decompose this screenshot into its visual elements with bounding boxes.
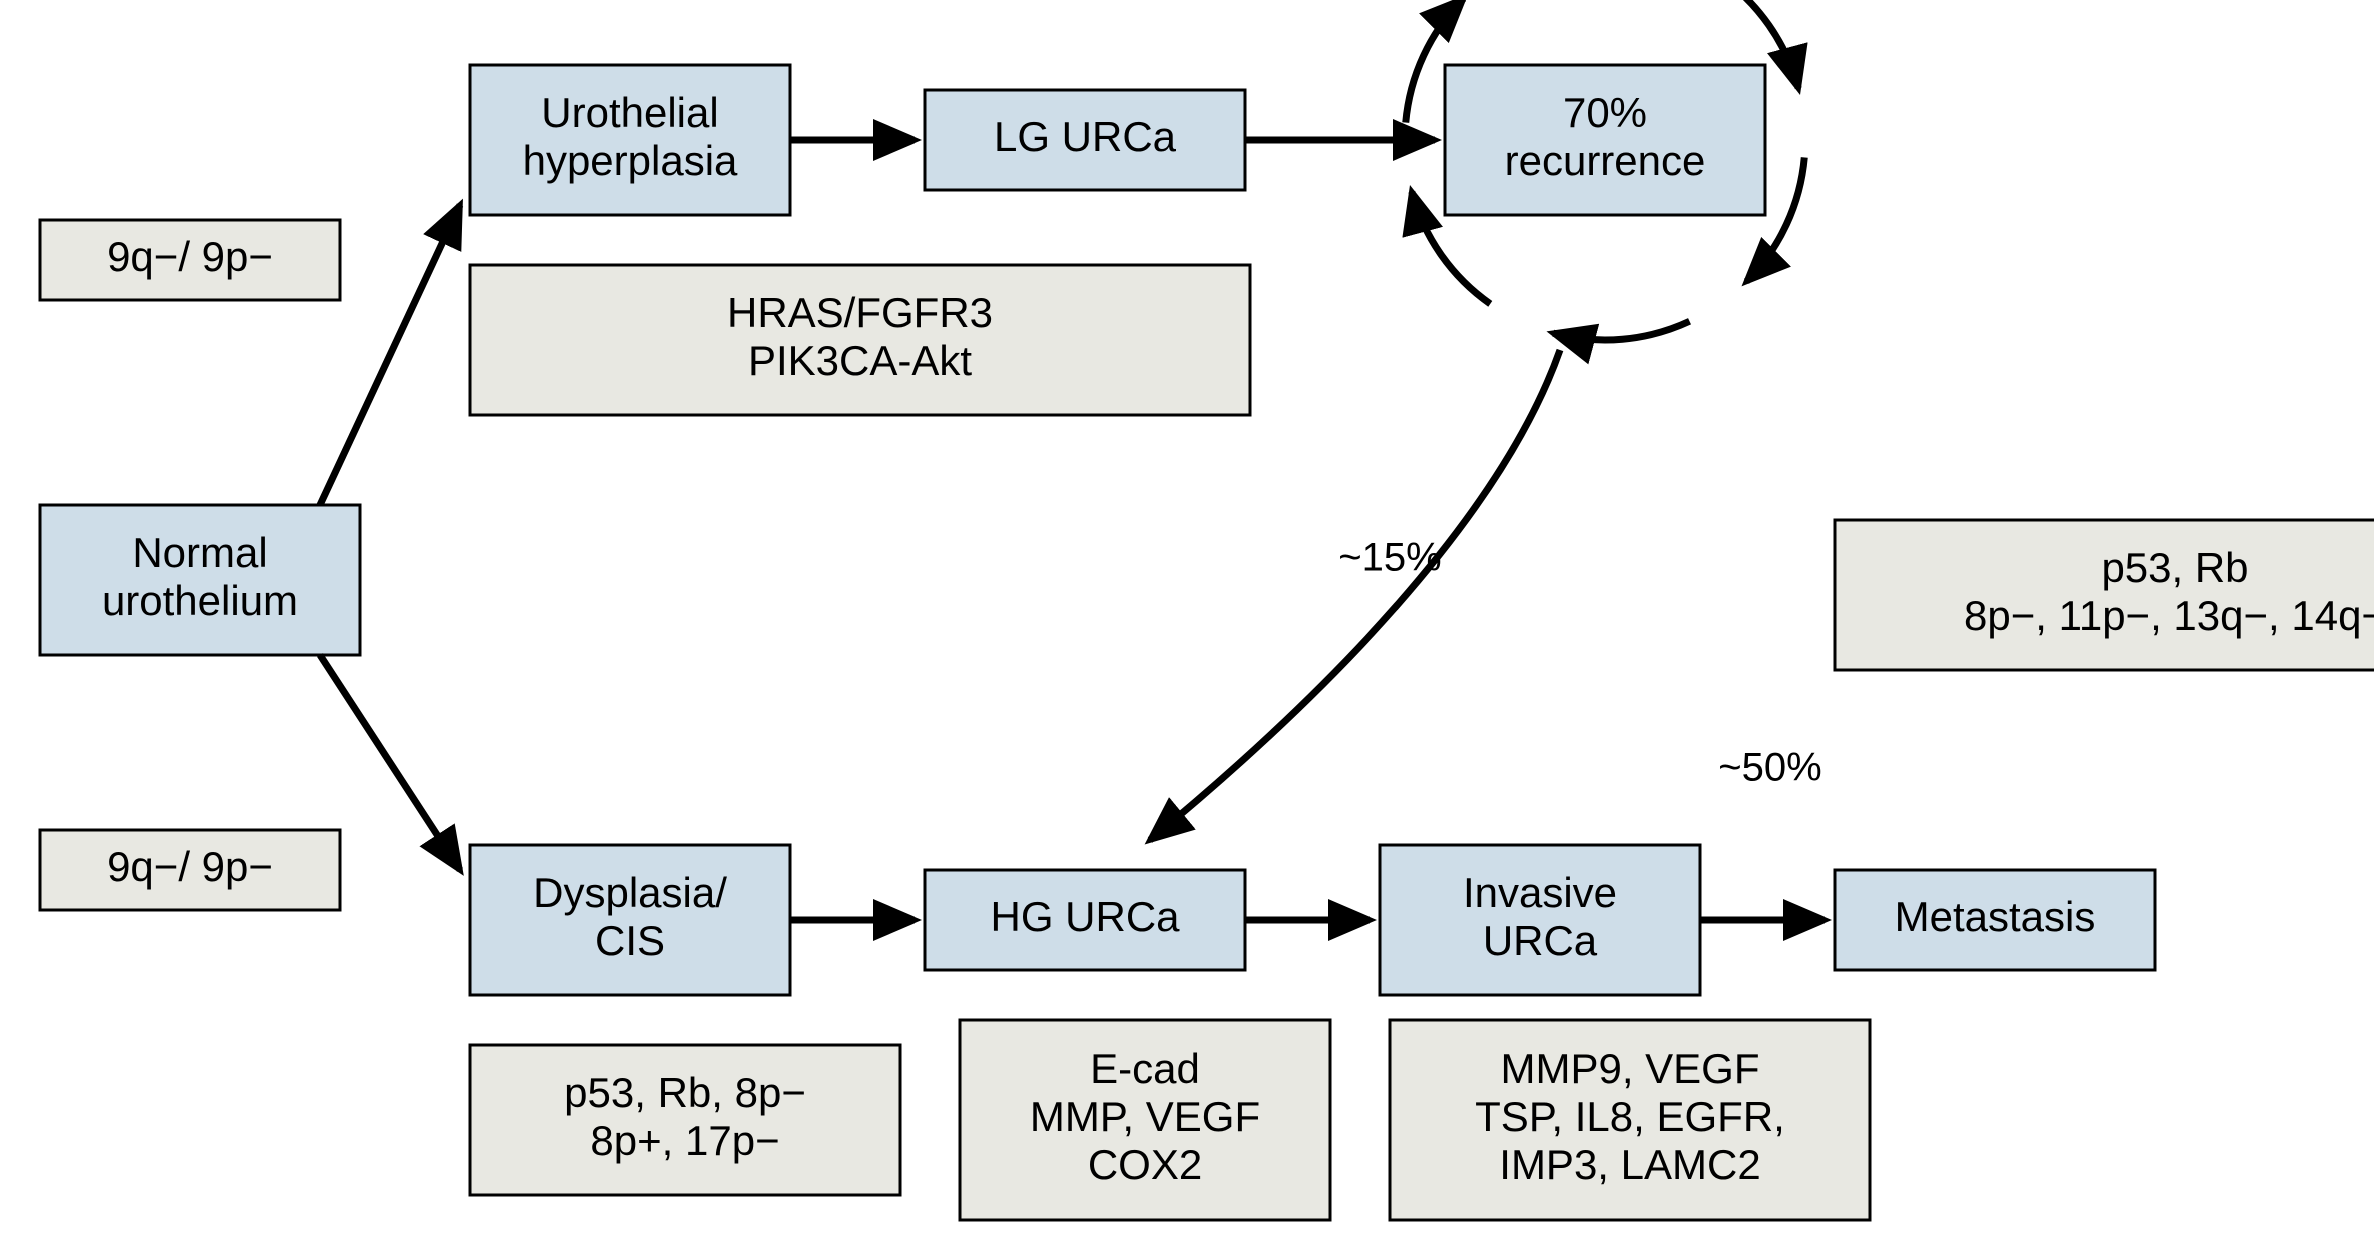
label-chr_lower-0: 9q−/ 9p− bbox=[107, 843, 273, 890]
label-normal-1: urothelium bbox=[102, 577, 298, 624]
label-p53rb-0: p53, Rb bbox=[2101, 544, 2248, 591]
label-recurrence-1: recurrence bbox=[1505, 137, 1706, 184]
label-mmp9-1: TSP, IL8, EGFR, bbox=[1475, 1093, 1785, 1140]
label-invasive-0: Invasive bbox=[1463, 869, 1617, 916]
label-normal-0: Normal bbox=[132, 529, 267, 576]
label-lg-0: LG URCa bbox=[994, 113, 1177, 160]
label-mmp9-2: IMP3, LAMC2 bbox=[1499, 1141, 1760, 1188]
label-ecad-2: COX2 bbox=[1088, 1141, 1202, 1188]
cycle-arc-2 bbox=[1553, 321, 1689, 340]
label-p53rb-1: 8p−, 11p−, 13q−, 14q− bbox=[1964, 592, 2374, 639]
label-ecad-0: E-cad bbox=[1090, 1045, 1200, 1092]
label-hras-0: HRAS/FGFR3 bbox=[727, 289, 993, 336]
label-recurrence-0: 70% bbox=[1563, 89, 1647, 136]
arrow-curve-7 bbox=[1150, 350, 1560, 840]
label-hyperplasia-1: hyperplasia bbox=[523, 137, 738, 184]
label-p53_bottom-1: 8p+, 17p− bbox=[590, 1117, 779, 1164]
label-ecad-1: MMP, VEGF bbox=[1030, 1093, 1260, 1140]
text-pct15: ~15% bbox=[1338, 536, 1441, 580]
text-pct50: ~50% bbox=[1718, 746, 1821, 790]
label-invasive-1: URCa bbox=[1483, 917, 1598, 964]
label-metastasis-0: Metastasis bbox=[1895, 893, 2096, 940]
label-hras-1: PIK3CA-Akt bbox=[748, 337, 972, 384]
label-mmp9-0: MMP9, VEGF bbox=[1500, 1045, 1759, 1092]
label-dysplasia-0: Dysplasia/ bbox=[533, 869, 727, 916]
label-p53_bottom-0: p53, Rb, 8p− bbox=[564, 1069, 806, 1116]
label-dysplasia-1: CIS bbox=[595, 917, 665, 964]
label-hyperplasia-0: Urothelial bbox=[541, 89, 718, 136]
label-chr_upper-0: 9q−/ 9p− bbox=[107, 233, 273, 280]
label-hg-0: HG URCa bbox=[990, 893, 1180, 940]
